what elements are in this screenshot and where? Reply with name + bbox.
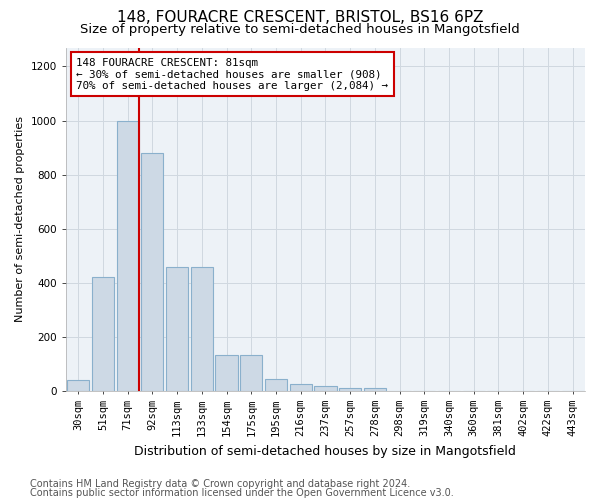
Y-axis label: Number of semi-detached properties: Number of semi-detached properties	[15, 116, 25, 322]
Bar	[215, 354, 238, 391]
Bar	[191, 266, 213, 391]
Text: 148, FOURACRE CRESCENT, BRISTOL, BS16 6PZ: 148, FOURACRE CRESCENT, BRISTOL, BS16 6P…	[117, 10, 483, 25]
Bar	[364, 388, 386, 391]
Bar	[92, 278, 114, 391]
Bar	[290, 384, 312, 391]
Text: Contains public sector information licensed under the Open Government Licence v3: Contains public sector information licen…	[30, 488, 454, 498]
Bar	[116, 120, 139, 391]
Bar	[314, 386, 337, 391]
Bar	[240, 354, 262, 391]
Text: Contains HM Land Registry data © Crown copyright and database right 2024.: Contains HM Land Registry data © Crown c…	[30, 479, 410, 489]
Text: 148 FOURACRE CRESCENT: 81sqm
← 30% of semi-detached houses are smaller (908)
70%: 148 FOURACRE CRESCENT: 81sqm ← 30% of se…	[76, 58, 388, 91]
Bar	[141, 153, 163, 391]
Bar	[265, 379, 287, 391]
Bar	[67, 380, 89, 391]
Text: Size of property relative to semi-detached houses in Mangotsfield: Size of property relative to semi-detach…	[80, 22, 520, 36]
Bar	[166, 266, 188, 391]
X-axis label: Distribution of semi-detached houses by size in Mangotsfield: Distribution of semi-detached houses by …	[134, 444, 517, 458]
Bar	[339, 388, 361, 391]
